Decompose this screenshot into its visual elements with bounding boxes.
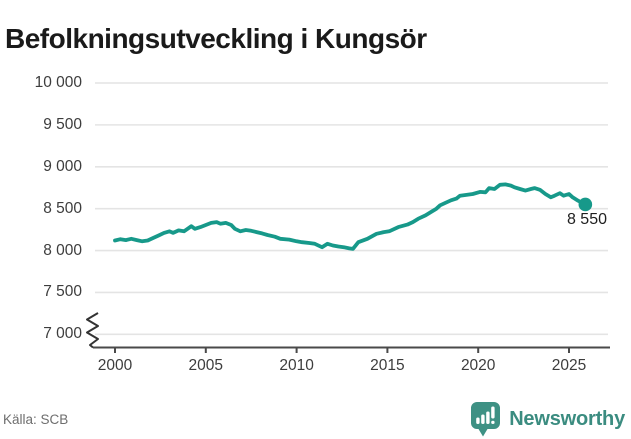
- axis-break-squiggle: [86, 312, 99, 349]
- y-tick-label: 8 000: [43, 241, 82, 259]
- y-tick-label: 9 000: [43, 157, 82, 175]
- x-tick-label: 2020: [460, 357, 496, 374]
- speech-bubble-shape: [471, 402, 501, 437]
- y-tick-label: 10 000: [34, 74, 82, 91]
- y-tick-label: 8 500: [43, 199, 82, 217]
- y-tick-label: 7 500: [43, 283, 82, 301]
- logo-text: Newsworthy: [509, 407, 625, 430]
- bar-2: [481, 414, 485, 424]
- source-label: Källa: SCB: [3, 412, 69, 427]
- bar-3: [486, 411, 490, 424]
- bar-1: [476, 417, 480, 424]
- x-tick-label: 2010: [279, 357, 314, 374]
- y-tick-label: 9 500: [43, 115, 82, 133]
- newsworthy-logo[interactable]: Newsworthy: [470, 401, 625, 437]
- y-tick-label: 7 000: [43, 325, 82, 343]
- x-tick-label: 2005: [188, 357, 224, 374]
- x-tick-label: 2000: [97, 357, 133, 374]
- x-tick-label: 2025: [551, 357, 587, 374]
- chart-title: Befolkningsutveckling i Kungsör: [5, 22, 427, 54]
- exclamation-dot: [491, 420, 495, 424]
- x-tick-label: 2015: [370, 357, 405, 374]
- population-line: [113, 182, 588, 251]
- exclamation-bar: [491, 406, 495, 419]
- last-value-label: 8 550: [566, 211, 607, 228]
- end-point-marker: [578, 197, 593, 212]
- bar-chart-speech-bubble-icon: [471, 402, 501, 437]
